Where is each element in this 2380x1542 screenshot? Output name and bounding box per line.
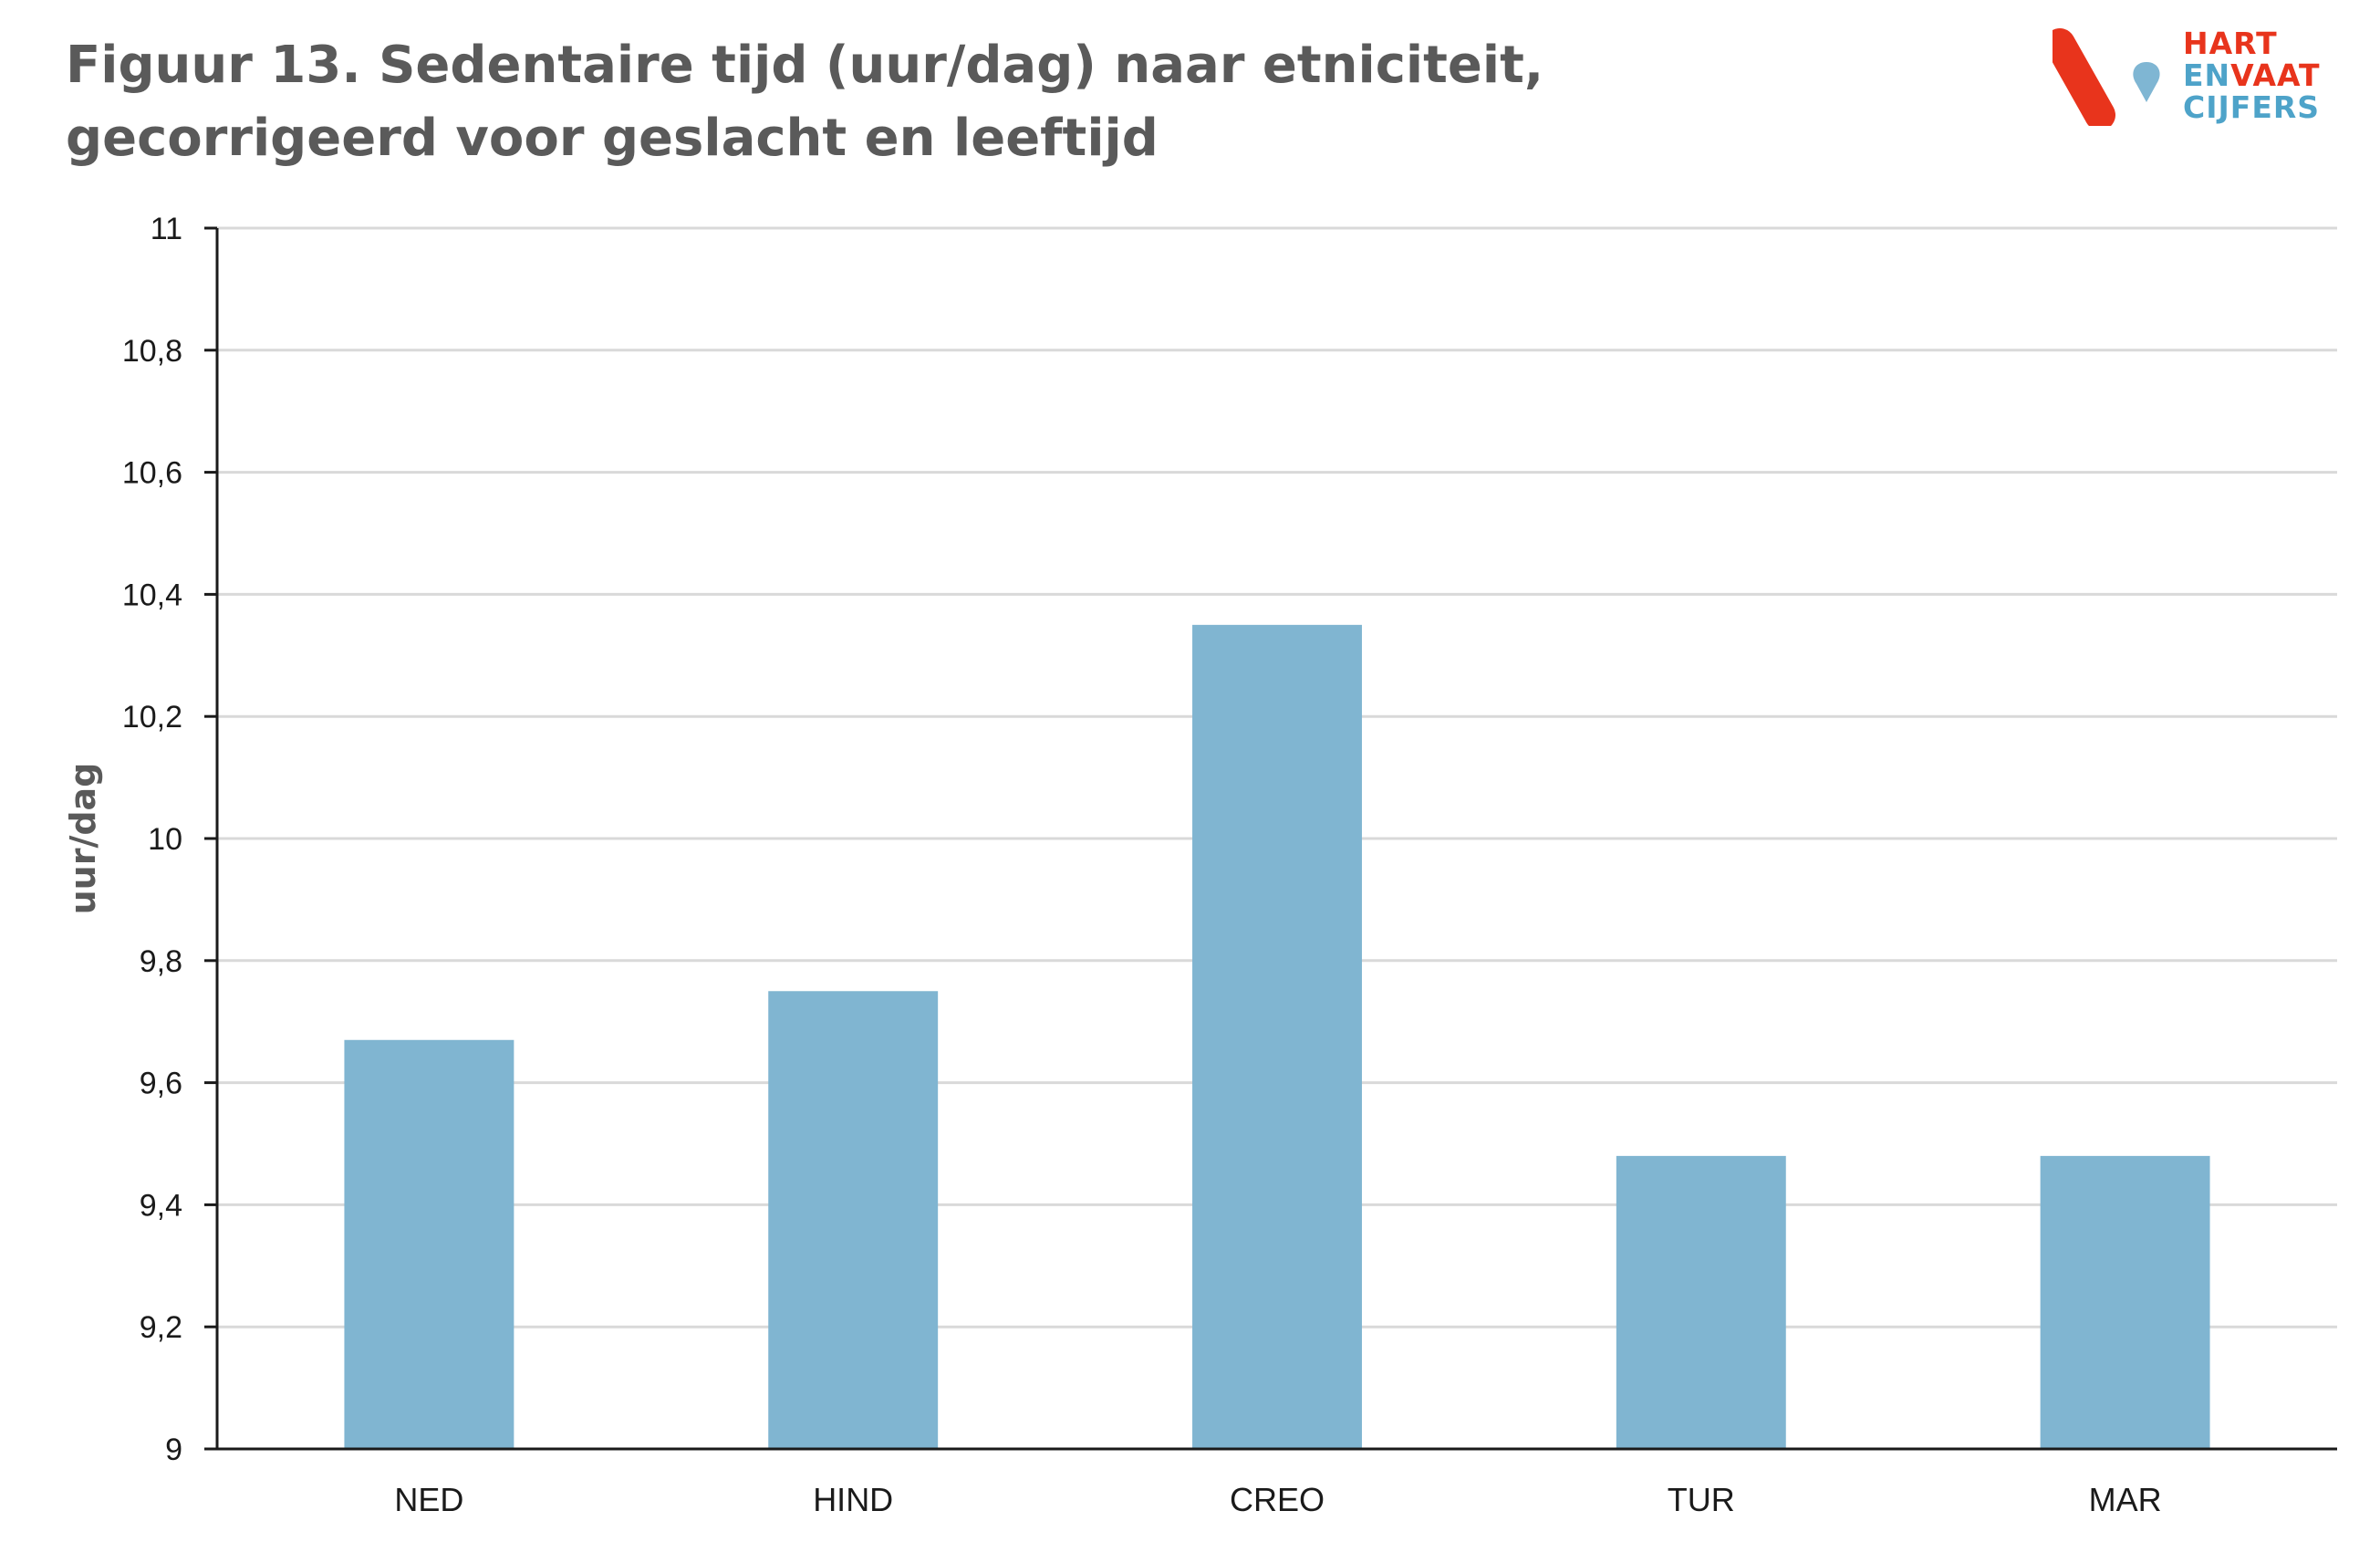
x-category-label: TUR xyxy=(1668,1481,1735,1518)
chart-title: Figuur 13. Sedentaire tijd (uur/dag) naa… xyxy=(66,36,1544,168)
y-tick-label: 9 xyxy=(165,1433,182,1467)
x-category-labels: NED HIND CREO TUR MAR xyxy=(394,1481,2161,1518)
axes xyxy=(204,226,2337,1451)
bar-mar xyxy=(2040,1155,2210,1449)
bar-creo xyxy=(1192,624,1362,1449)
y-tick-labels: 9 9,2 9,4 9,6 9,8 10 10,2 10,4 10,6 10,8 11 xyxy=(122,212,182,1467)
x-category-label: CREO xyxy=(1230,1481,1325,1518)
bar-ned xyxy=(344,1039,514,1449)
y-tick-label: 9,2 xyxy=(140,1310,182,1345)
logo-word-cijfers: CIJFERS xyxy=(2183,89,2321,125)
y-tick-label: 10,2 xyxy=(122,700,182,735)
bar-hind xyxy=(768,991,939,1449)
x-category-label: NED xyxy=(394,1481,463,1518)
y-tick-label: 10 xyxy=(148,822,182,857)
y-tick-label: 10,8 xyxy=(122,334,182,369)
y-tick-label: 9,6 xyxy=(140,1067,182,1101)
y-tick-label: 9,8 xyxy=(140,944,182,979)
y-axis-label: uur/dag xyxy=(63,763,103,915)
y-tick-label: 9,4 xyxy=(140,1188,182,1223)
bars xyxy=(344,624,2210,1449)
y-tick-label: 10,4 xyxy=(122,578,182,612)
y-tick-label: 11 xyxy=(151,212,182,246)
hartenvaatcijfers-logo: HART ENVAAT CIJFERS xyxy=(2053,26,2354,126)
logo-wordmark: HART ENVAAT CIJFERS xyxy=(2183,27,2321,123)
logo-word-vaat: VAAT xyxy=(2230,57,2321,93)
logo-word-en: EN xyxy=(2183,57,2231,93)
x-category-label: MAR xyxy=(2089,1481,2162,1518)
x-category-label: HIND xyxy=(813,1481,893,1518)
bar-tur xyxy=(1616,1155,1786,1449)
logo-word-hart: HART xyxy=(2183,26,2278,61)
logo-mark-icon xyxy=(2053,28,2160,126)
y-tick-label: 10,6 xyxy=(122,456,182,491)
